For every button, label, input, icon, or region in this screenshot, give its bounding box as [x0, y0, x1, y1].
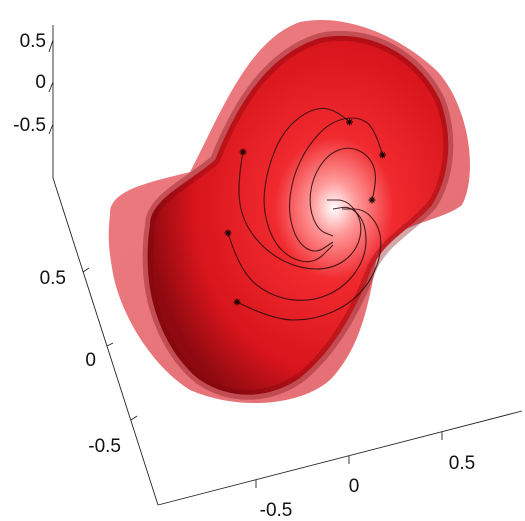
x-tick-label: 0.5	[449, 453, 475, 474]
x-axis-line	[157, 410, 523, 506]
z-tick-mark	[48, 123, 54, 135]
inner-surface-rim	[142, 30, 454, 400]
streamline-1	[263, 107, 350, 263]
z-tick-mark	[48, 39, 54, 53]
y-tick-mark	[82, 267, 90, 273]
inner-surface	[147, 35, 449, 395]
y-axis-line	[52, 177, 159, 506]
z-tick-label: 0	[35, 72, 46, 93]
x-tick-label: 0	[349, 476, 360, 497]
streamline-seed-marker	[233, 298, 241, 306]
tick-marks	[48, 39, 443, 488]
tick-labels: 0.5 0 -0.5 0.5 0 -0.5 -0.5 0 0.5	[13, 31, 475, 521]
streamline-2	[288, 117, 384, 252]
streamlines	[224, 107, 386, 321]
y-tick-mark	[130, 415, 138, 421]
y-tick-label: 0.5	[40, 268, 66, 289]
z-tick-label: -0.5	[13, 115, 46, 136]
z-tick-label: 0.5	[20, 31, 46, 52]
z-tick-mark	[48, 81, 54, 93]
streamline-6	[236, 208, 382, 321]
axes-frame	[52, 25, 523, 506]
streamline-5	[227, 206, 367, 301]
x-tick-label: -0.5	[260, 500, 293, 521]
streamline-seed-marker	[239, 148, 247, 156]
streamline-seed-marker	[368, 196, 376, 204]
y-tick-label: 0	[85, 350, 96, 371]
streamline-4	[238, 151, 362, 270]
y-tick-label: -0.5	[88, 436, 121, 457]
streamline-3	[309, 147, 376, 237]
y-tick-mark	[106, 342, 114, 347]
streamline-seed-marker	[379, 151, 386, 159]
streamline-seed-marker	[224, 229, 232, 237]
streamline-seed-marker	[346, 118, 353, 126]
